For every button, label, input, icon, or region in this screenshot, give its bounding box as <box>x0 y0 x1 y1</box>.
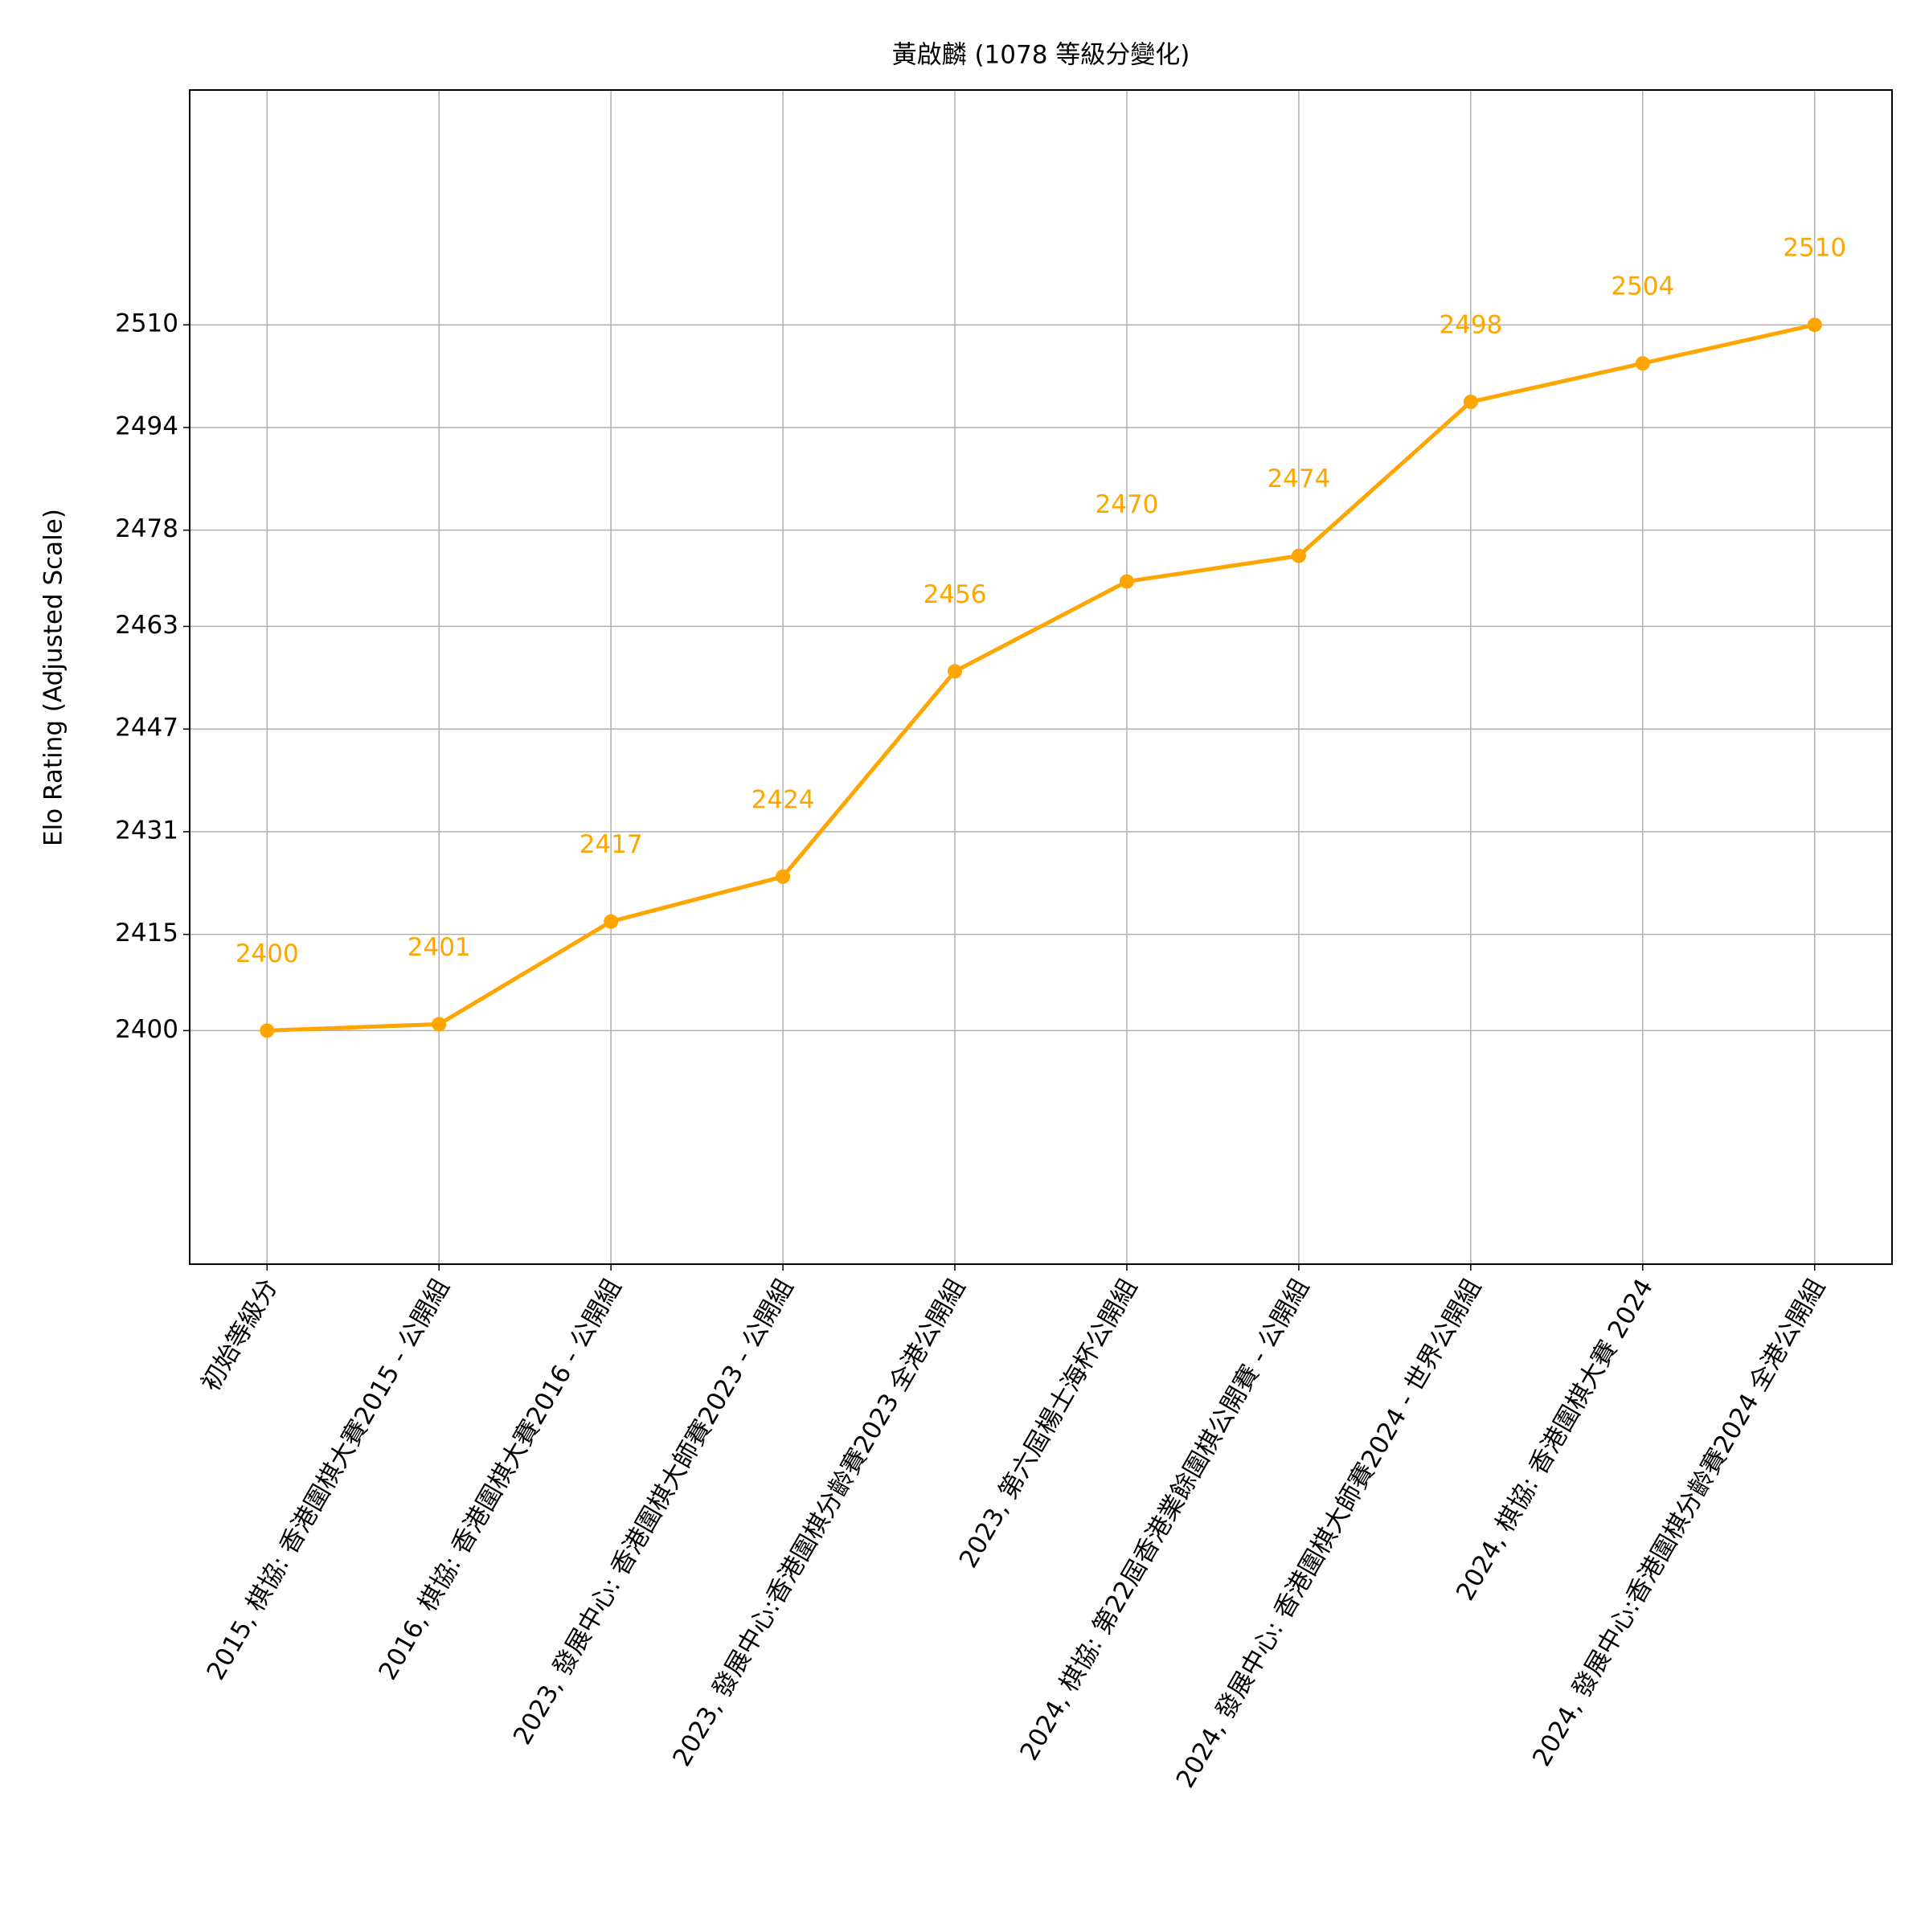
y-tick-label: 2463 <box>115 611 178 640</box>
data-label: 2424 <box>752 785 815 814</box>
data-label: 2470 <box>1096 490 1159 519</box>
marker <box>1463 395 1478 410</box>
data-label: 2400 <box>235 939 299 968</box>
data-label: 2401 <box>408 933 471 962</box>
x-tick-label: 2024, 棋協: 香港圍棋大賽 2024 <box>1451 1274 1659 1606</box>
data-label: 2456 <box>924 580 987 609</box>
data-label: 2504 <box>1611 272 1674 301</box>
marker <box>260 1023 275 1038</box>
y-tick-label: 2400 <box>115 1015 178 1044</box>
y-tick-label: 2447 <box>115 714 178 743</box>
marker <box>1807 317 1822 333</box>
marker <box>776 869 791 884</box>
plot-frame <box>189 89 1893 1265</box>
marker <box>1635 356 1650 371</box>
x-tick-label: 初始等級分 <box>196 1274 284 1396</box>
y-axis-label: Elo Rating (Adjusted Scale) <box>39 509 68 846</box>
x-tick-label: 2023, 發展中心:香港圍棋分齡賽2023 全港公開組 <box>667 1274 971 1771</box>
line <box>267 322 1816 1033</box>
y-tick-label: 2510 <box>115 309 178 338</box>
data-label: 2510 <box>1783 234 1846 263</box>
x-tick-label: 2023, 發展中心: 香港圍棋大師賽2023 - 公開組 <box>508 1274 800 1750</box>
y-tick-label: 2494 <box>115 411 178 440</box>
x-tick-label: 2024, 發展中心: 香港圍棋大師賽2024 - 世界公開組 <box>1171 1274 1488 1793</box>
chart-title: 黃啟麟 (1078 等級分變化) <box>892 41 1190 70</box>
y-tick-label: 2478 <box>115 514 178 543</box>
marker <box>1291 548 1306 563</box>
y-tick-label: 2415 <box>115 919 178 948</box>
marker <box>604 914 619 929</box>
data-label: 2498 <box>1439 311 1502 340</box>
x-tick-label: 2024, 發展中心:香港圍棋分齡賽2024 全港公開組 <box>1527 1274 1831 1771</box>
data-label: 2474 <box>1267 465 1330 493</box>
y-tick-label: 2431 <box>115 816 178 845</box>
marker <box>432 1017 447 1032</box>
x-tick-label: 2023, 第六屆楊士海杯公開組 <box>954 1274 1143 1573</box>
data-label: 2417 <box>580 830 643 859</box>
x-tick-label: 2024, 棋協: 第22屆香港業餘圍棋公開賽 - 公開組 <box>1014 1274 1315 1765</box>
marker <box>1119 574 1134 589</box>
marker <box>948 664 963 679</box>
